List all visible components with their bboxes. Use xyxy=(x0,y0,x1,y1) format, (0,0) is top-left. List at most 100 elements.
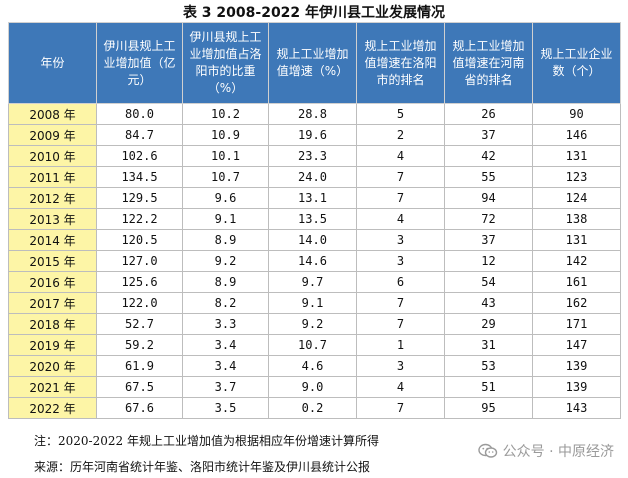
table-cell: 51 xyxy=(444,376,533,398)
table-cell: 131 xyxy=(532,229,621,251)
table-source: 来源：历年河南省统计年鉴、洛阳市统计年鉴及伊川县统计公报 xyxy=(34,460,371,474)
table-cell: 4 xyxy=(356,208,445,230)
year-cell: 2018 年 xyxy=(8,313,97,335)
table-cell: 24.0 xyxy=(268,166,357,188)
table-cell: 26 xyxy=(444,103,533,125)
table-cell: 10.1 xyxy=(182,145,269,167)
table-cell: 142 xyxy=(532,250,621,272)
industry-table: 年份 伊川县规上工业增加值（亿元） 伊川县规上工业增加值占洛阳市的比重（%） 规上工业… xyxy=(8,22,621,419)
table-cell: 122.2 xyxy=(96,208,183,230)
year-cell: 2019 年 xyxy=(8,334,97,356)
table-cell: 10.2 xyxy=(182,103,269,125)
table-row: 2012 年 129.5 9.6 13.1 7 94 124 xyxy=(8,187,621,209)
table-cell: 19.6 xyxy=(268,124,357,146)
table-title: 表 3 2008-2022 年伊川县工业发展情况 xyxy=(182,5,446,21)
table-cell: 134.5 xyxy=(96,166,183,188)
table-row: 2008 年 80.0 10.2 28.8 5 26 90 xyxy=(8,103,621,125)
table-cell: 53 xyxy=(444,355,533,377)
table-cell: 28.8 xyxy=(268,103,357,125)
table-row: 2021 年 67.5 3.7 9.0 4 51 139 xyxy=(8,376,621,398)
year-cell: 2011 年 xyxy=(8,166,97,188)
table-cell: 7 xyxy=(356,397,445,419)
table-row: 2013 年 122.2 9.1 13.5 4 72 138 xyxy=(8,208,621,230)
table-cell: 139 xyxy=(532,355,621,377)
table-cell: 9.1 xyxy=(268,292,357,314)
table-cell: 84.7 xyxy=(96,124,183,146)
table-cell: 59.2 xyxy=(96,334,183,356)
table-cell: 42 xyxy=(444,145,533,167)
year-cell: 2008 年 xyxy=(8,103,97,125)
table-cell: 9.6 xyxy=(182,187,269,209)
column-header: 规上工业增加值增速（%） xyxy=(268,22,357,104)
table-cell: 67.5 xyxy=(96,376,183,398)
table-cell: 8.9 xyxy=(182,229,269,251)
year-cell: 2015 年 xyxy=(8,250,97,272)
table-cell: 139 xyxy=(532,376,621,398)
column-header: 伊川县规上工业增加值（亿元） xyxy=(96,22,183,104)
table-row: 2015 年 127.0 9.2 14.6 3 12 142 xyxy=(8,250,621,272)
year-cell: 2013 年 xyxy=(8,208,97,230)
table-cell: 129.5 xyxy=(96,187,183,209)
year-cell: 2014 年 xyxy=(8,229,97,251)
table-row: 2020 年 61.9 3.4 4.6 3 53 139 xyxy=(8,355,621,377)
table-cell: 3.4 xyxy=(182,334,269,356)
table-cell: 61.9 xyxy=(96,355,183,377)
table-cell: 146 xyxy=(532,124,621,146)
table-cell: 5 xyxy=(356,103,445,125)
table-cell: 90 xyxy=(532,103,621,125)
table-cell: 23.3 xyxy=(268,145,357,167)
table-cell: 8.2 xyxy=(182,292,269,314)
table-cell: 14.0 xyxy=(268,229,357,251)
table-cell: 55 xyxy=(444,166,533,188)
table-cell: 3.7 xyxy=(182,376,269,398)
year-cell: 2012 年 xyxy=(8,187,97,209)
year-cell: 2020 年 xyxy=(8,355,97,377)
year-cell: 2021 年 xyxy=(8,376,97,398)
table-cell: 72 xyxy=(444,208,533,230)
table-cell: 3 xyxy=(356,229,445,251)
table-cell: 52.7 xyxy=(96,313,183,335)
table-row: 2022 年 67.6 3.5 0.2 7 95 143 xyxy=(8,397,621,419)
table-cell: 10.9 xyxy=(182,124,269,146)
table-cell: 3.5 xyxy=(182,397,269,419)
table-cell: 7 xyxy=(356,166,445,188)
table-cell: 3.3 xyxy=(182,313,269,335)
table-cell: 161 xyxy=(532,271,621,293)
year-cell: 2009 年 xyxy=(8,124,97,146)
table-cell: 94 xyxy=(444,187,533,209)
wechat-icon xyxy=(477,443,497,458)
table-cell: 4 xyxy=(356,145,445,167)
watermark: 公众号 · 中原经济 xyxy=(477,441,614,461)
table-cell: 12 xyxy=(444,250,533,272)
year-cell: 2017 年 xyxy=(8,292,97,314)
table-cell: 124 xyxy=(532,187,621,209)
table-cell: 7 xyxy=(356,187,445,209)
table-cell: 123 xyxy=(532,166,621,188)
table-cell: 162 xyxy=(532,292,621,314)
table-row: 2009 年 84.7 10.9 19.6 2 37 146 xyxy=(8,124,621,146)
table-cell: 7 xyxy=(356,292,445,314)
table-row: 2018 年 52.7 3.3 9.2 7 29 171 xyxy=(8,313,621,335)
table-cell: 2 xyxy=(356,124,445,146)
table-note: 注：2020-2022 年规上工业增加值为根据相应年份增速计算所得 xyxy=(34,434,379,448)
table-cell: 6 xyxy=(356,271,445,293)
table-cell: 10.7 xyxy=(182,166,269,188)
table-cell: 9.2 xyxy=(268,313,357,335)
table-cell: 3 xyxy=(356,355,445,377)
table-row: 2019 年 59.2 3.4 10.7 1 31 147 xyxy=(8,334,621,356)
table-cell: 43 xyxy=(444,292,533,314)
table-cell: 95 xyxy=(444,397,533,419)
table-cell: 37 xyxy=(444,229,533,251)
table-cell: 29 xyxy=(444,313,533,335)
table-cell: 147 xyxy=(532,334,621,356)
table-row: 2014 年 120.5 8.9 14.0 3 37 131 xyxy=(8,229,621,251)
column-header: 伊川县规上工业增加值占洛阳市的比重（%） xyxy=(182,22,269,104)
year-cell: 2010 年 xyxy=(8,145,97,167)
table-cell: 131 xyxy=(532,145,621,167)
table-row: 2011 年 134.5 10.7 24.0 7 55 123 xyxy=(8,166,621,188)
column-header: 规上工业企业数（个） xyxy=(532,22,621,104)
table-cell: 127.0 xyxy=(96,250,183,272)
column-header: 规上工业增加值增速在洛阳市的排名 xyxy=(356,22,445,104)
year-cell: 2016 年 xyxy=(8,271,97,293)
table-cell: 9.2 xyxy=(182,250,269,272)
